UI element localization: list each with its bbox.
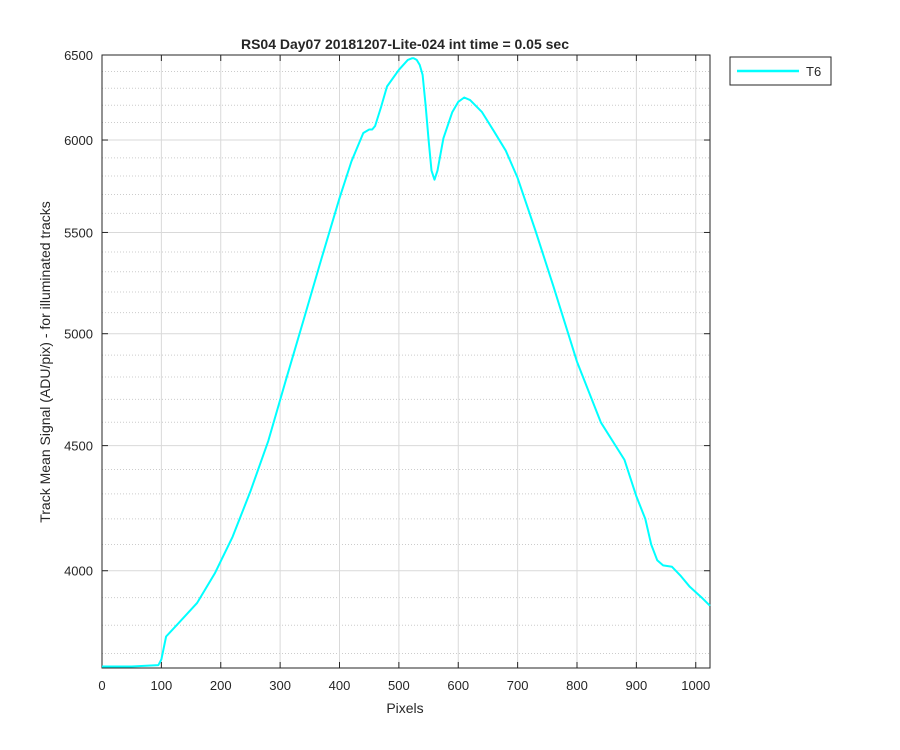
x-tick-label: 300 xyxy=(269,678,291,693)
legend[interactable]: T6 xyxy=(729,56,832,86)
series-layer xyxy=(102,57,711,668)
x-tick-label: 500 xyxy=(388,678,410,693)
x-tick-label: 1000 xyxy=(681,678,710,693)
x-tick-label: 600 xyxy=(447,678,469,693)
x-tick-label: 400 xyxy=(329,678,351,693)
legend-label-t6: T6 xyxy=(806,64,821,79)
axis-ticks: 0 100 200 300 400 500 600 700 800 900 1000 4000 4500… xyxy=(64,48,710,693)
y-tick-label: 5000 xyxy=(64,327,93,342)
x-tick-label: 200 xyxy=(210,678,232,693)
x-axis-label: Pixels xyxy=(386,700,423,716)
y-tick-label: 5500 xyxy=(64,225,93,240)
y-tick-label: 4000 xyxy=(64,564,93,579)
series-line-t6 xyxy=(102,57,711,668)
x-tick-label: 800 xyxy=(566,678,588,693)
x-tick-label: 700 xyxy=(507,678,529,693)
y-axis-label: Track Mean Signal (ADU/pix) - for illumi… xyxy=(37,201,53,523)
y-tick-label: 6500 xyxy=(64,48,93,63)
chart-title: RS04 Day07 20181207-Lite-024 int time = … xyxy=(241,36,569,52)
plot-area xyxy=(101,54,711,669)
x-tick-label: 0 xyxy=(98,678,105,693)
x-tick-label: 900 xyxy=(626,678,648,693)
x-tick-label: 100 xyxy=(151,678,173,693)
y-tick-label: 6000 xyxy=(64,133,93,148)
y-tick-label: 4500 xyxy=(64,439,93,454)
